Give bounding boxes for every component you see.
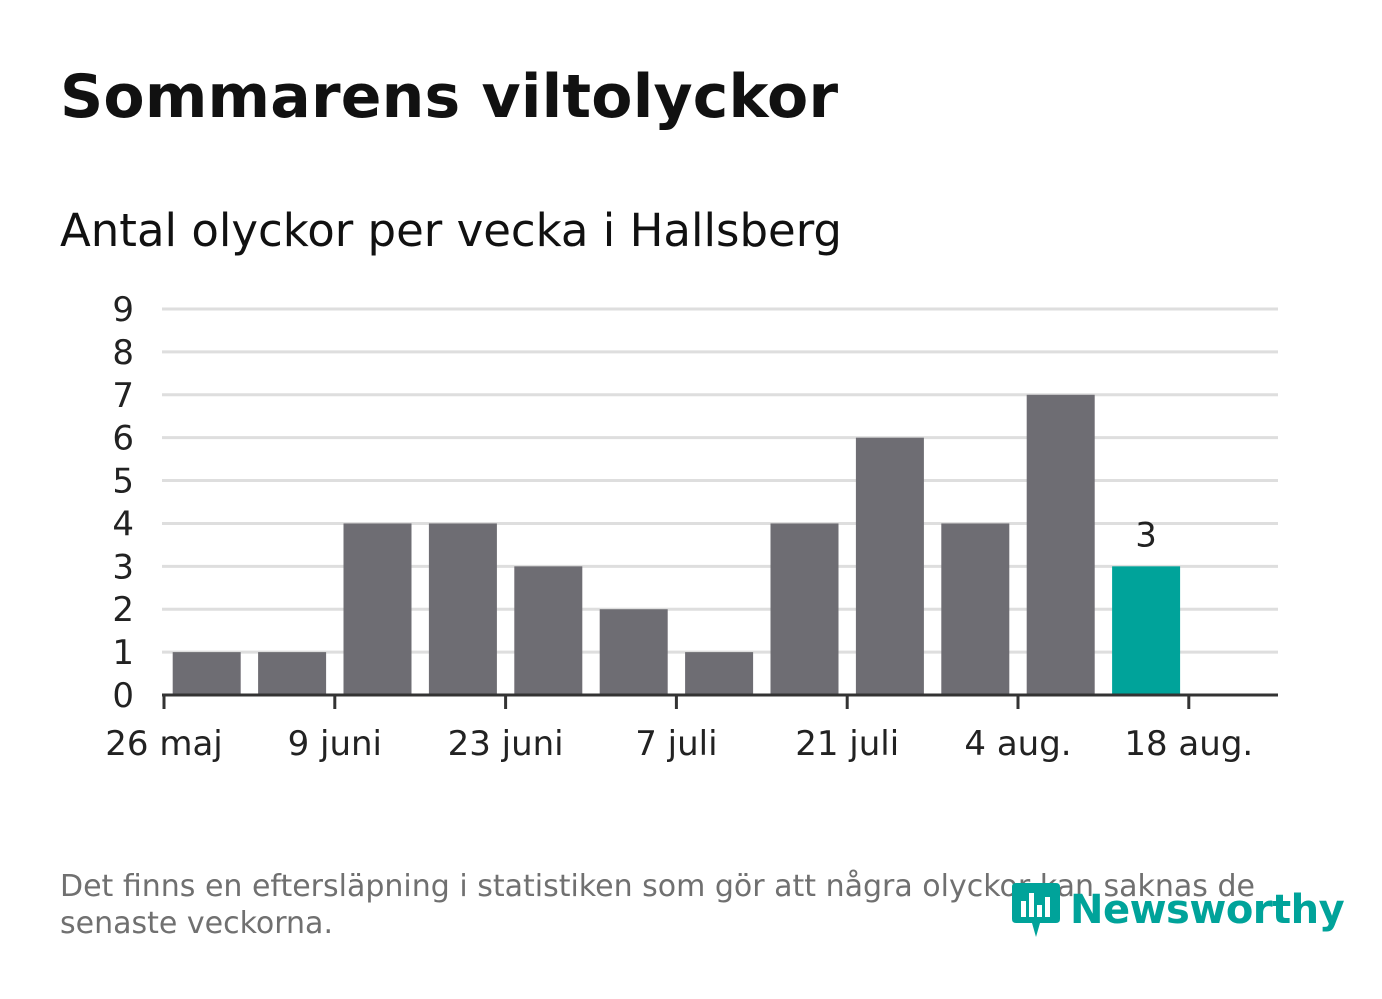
- y-tick-label: 3: [112, 547, 134, 587]
- y-tick-label: 5: [112, 462, 134, 502]
- bar: [172, 652, 241, 695]
- chart-subtitle: Antal olyckor per vecka i Hallsberg: [60, 204, 842, 257]
- x-tick-label: 7 juli: [635, 724, 717, 764]
- y-tick-label: 0: [112, 676, 134, 716]
- bar-highlight: [1112, 566, 1181, 695]
- y-tick-label: 4: [112, 504, 134, 544]
- data-label: 3: [1135, 515, 1157, 555]
- x-tick-label: 23 juni: [448, 724, 564, 764]
- newsworthy-logo-text: Newsworthy: [1070, 887, 1345, 933]
- chart-title: Sommarens viltolyckor: [60, 62, 839, 132]
- x-tick-label: 4 aug.: [964, 724, 1071, 764]
- bar: [343, 523, 412, 695]
- bar: [514, 566, 583, 695]
- x-tick-label: 21 juli: [795, 724, 899, 764]
- y-tick-label: 6: [112, 419, 134, 459]
- bar: [599, 609, 668, 695]
- x-tick-label: 26 maj: [105, 724, 222, 764]
- bar: [770, 523, 839, 695]
- y-tick-label: 7: [112, 376, 134, 416]
- bar: [941, 523, 1010, 695]
- bar: [855, 437, 924, 695]
- bar: [428, 523, 497, 695]
- y-tick-label: 8: [112, 333, 134, 373]
- y-tick-label: 9: [112, 290, 134, 330]
- y-tick-label: 1: [112, 633, 134, 673]
- newsworthy-logo: Newsworthy: [1010, 878, 1345, 942]
- x-tick-label: 9 juni: [288, 724, 382, 764]
- bar: [1026, 394, 1095, 695]
- y-tick-label: 2: [112, 590, 134, 630]
- bar: [258, 652, 327, 695]
- newsworthy-logo-icon: [1012, 883, 1060, 937]
- x-tick-label: 18 aug.: [1124, 724, 1253, 764]
- bar: [685, 652, 754, 695]
